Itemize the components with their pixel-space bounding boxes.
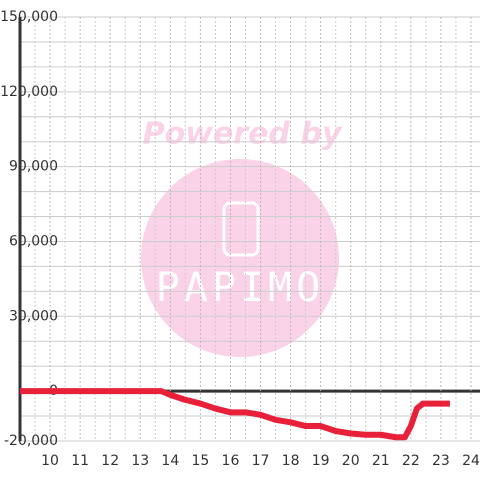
x-tick-label: 19 <box>312 453 330 469</box>
x-tick-label: 13 <box>131 453 149 469</box>
y-tick-label: -20,000 <box>4 433 58 449</box>
x-tick-label: 15 <box>191 453 209 469</box>
watermark-phone <box>222 201 260 257</box>
x-tick-label: 23 <box>432 453 450 469</box>
x-tick-label: 17 <box>252 453 270 469</box>
y-tick-label: 60,000 <box>9 233 58 249</box>
watermark-text: Powered by <box>143 117 343 152</box>
x-tick-label: 20 <box>342 453 360 469</box>
data-line <box>20 388 450 441</box>
y-tick-label: 30,000 <box>9 308 58 324</box>
x-tick-label: 10 <box>41 453 59 469</box>
x-tick-label: 21 <box>372 453 390 469</box>
x-tick-label: 12 <box>101 453 119 469</box>
x-tick-label: 18 <box>282 453 300 469</box>
x-tick-label: 14 <box>161 453 179 469</box>
y-tick-label: 120,000 <box>0 84 58 100</box>
x-tick-label: 16 <box>222 453 240 469</box>
watermark-circle <box>141 159 339 357</box>
x-tick-label: 11 <box>71 453 89 469</box>
watermark: Powered by PAPIMO <box>141 117 343 357</box>
watermark-logo: PAPIMO <box>156 265 325 311</box>
x-tick-label: 24 <box>462 453 480 469</box>
y-tick-label: 90,000 <box>9 159 58 175</box>
y-tick-label: 150,000 <box>0 9 58 25</box>
x-tick-label: 22 <box>402 453 420 469</box>
